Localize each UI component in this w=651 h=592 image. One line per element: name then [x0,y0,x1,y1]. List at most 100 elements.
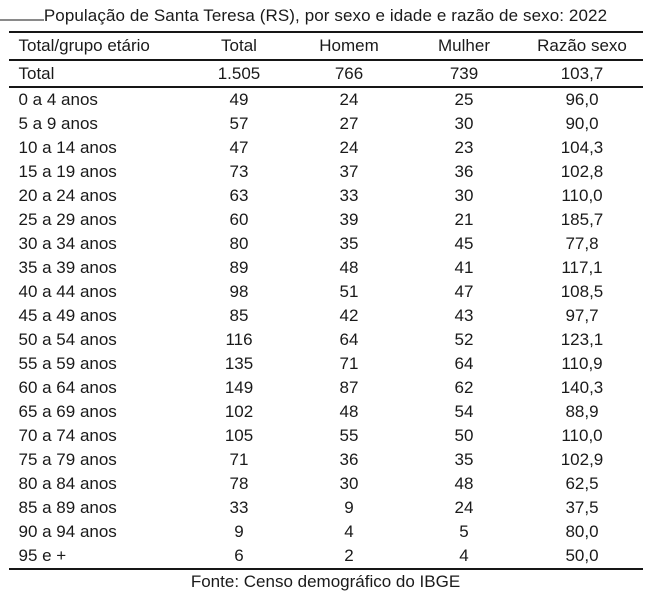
homem-cell: 37 [339,162,359,181]
total-homem: 766 [291,60,407,88]
age-group-cell: 90 a 94 anos [18,522,117,541]
razao-sexo-cell: 88,9 [565,402,599,421]
razao-sexo-cell: 62,5 [565,474,599,493]
table-row: 85 a 89 anos 33 9 24 37,5 [9,496,643,520]
total-cell: 6 [186,544,292,570]
source-note: Fonte: Censo demográfico do IBGE [190,572,461,591]
mulher-cell: 45 [454,234,474,253]
column-header-homem: Homem [291,31,407,61]
mulher-cell: 62 [454,378,474,397]
total-cell: 102 [224,402,254,421]
table-row: 75 a 79 anos 71 36 35 102,9 [9,448,643,472]
total-cell: 9 [234,522,244,541]
age-group-cell: 0 a 4 anos [18,90,98,109]
total-cell: 116 [225,330,253,349]
table-row: 45 a 49 anos 85 42 43 97,7 [9,304,643,328]
table-row: 30 a 34 anos 80 35 45 77,8 [9,232,643,256]
homem-cell: 24 [339,138,359,157]
homem-cell: 39 [339,210,359,229]
total-cell: 71 [229,450,249,469]
total-cell: 80 [229,234,249,253]
total-cell: 89 [229,258,249,277]
homem-cell: 2 [291,544,407,570]
crop-artifact-line [0,19,44,21]
age-group-cell: 30 a 34 anos [18,234,117,253]
mulher-cell: 30 [454,114,474,133]
total-cell: 49 [229,90,249,109]
header-row: Total/grupo etário Total Homem Mulher Ra… [8,31,643,61]
razao-sexo-cell: 102,9 [560,450,604,469]
total-cell: 78 [229,474,249,493]
mulher-cell: 4 [406,544,522,570]
total-cell: 63 [229,186,249,205]
table-row: 40 a 44 anos 98 51 47 108,5 [9,280,643,304]
razao-sexo-cell: 185,7 [560,210,604,229]
razao-sexo-cell: 77,8 [565,234,599,253]
homem-cell: 48 [339,258,359,277]
age-group-cell: 85 a 89 anos [18,498,117,517]
mulher-cell: 30 [454,186,474,205]
total-label: Total [8,60,187,88]
mulher-cell: 25 [454,90,474,109]
razao-sexo-cell: 104,3 [560,138,604,157]
table-row: 25 a 29 anos 60 39 21 185,7 [9,208,643,232]
table-row: 35 a 39 anos 89 48 41 117,1 [9,256,643,280]
homem-cell: 30 [339,474,359,493]
mulher-cell: 35 [454,450,474,469]
razao-sexo-cell: 110,9 [561,354,603,373]
mulher-cell: 52 [454,330,474,349]
age-group-cell: 75 a 79 anos [18,450,117,469]
razao-sexo-cell: 50,0 [521,544,643,570]
age-group-cell: 20 a 24 anos [18,186,117,205]
total-value: 1.505 [186,60,292,88]
age-group-cell: 15 a 19 anos [18,162,117,181]
razao-sexo-cell: 117,1 [561,258,603,277]
homem-cell: 48 [339,402,359,421]
homem-cell: 9 [344,498,354,517]
age-group-cell: 25 a 29 anos [18,210,117,229]
homem-cell: 71 [339,354,359,373]
homem-cell: 36 [339,450,359,469]
table-title: População de Santa Teresa (RS), por sexo… [43,5,608,25]
razao-sexo-cell: 37,5 [565,498,599,517]
mulher-cell: 64 [454,354,474,373]
age-group-cell: 35 a 39 anos [18,258,117,277]
total-cell: 135 [224,354,254,373]
razao-sexo-cell: 97,7 [565,306,599,325]
razao-sexo-cell: 140,3 [560,378,604,397]
homem-cell: 42 [339,306,359,325]
table-row: 65 a 69 anos 102 48 54 88,9 [9,400,643,424]
age-group-cell: 60 a 64 anos [18,378,117,397]
mulher-cell: 48 [454,474,474,493]
total-cell: 98 [229,282,249,301]
total-mulher: 739 [406,60,522,88]
table-row: 20 a 24 anos 63 33 30 110,0 [9,184,643,208]
age-group-cell: 95 e + [8,544,187,570]
total-cell: 105 [224,426,254,445]
total-cell: 85 [229,306,249,325]
age-group-cell: 55 a 59 anos [18,354,117,373]
mulher-cell: 36 [454,162,474,181]
age-group-cell: 80 a 84 anos [18,474,117,493]
total-razao-sexo: 103,7 [521,60,643,88]
age-group-cell: 65 a 69 anos [18,402,117,421]
homem-cell: 27 [339,114,359,133]
column-header-razao-sexo: Razão sexo [521,31,643,61]
homem-cell: 33 [339,186,359,205]
mulher-cell: 24 [454,498,474,517]
homem-cell: 87 [339,378,359,397]
razao-sexo-cell: 102,8 [560,162,604,181]
table-row: 5 a 9 anos 57 27 30 90,0 [9,112,643,136]
razao-sexo-cell: 123,1 [560,330,604,349]
razao-sexo-cell: 80,0 [565,522,599,541]
mulher-cell: 50 [454,426,474,445]
homem-cell: 64 [339,330,359,349]
table-body: Total 1.505 766 739 103,7 0 a 4 anos 49 24… [8,60,643,570]
mulher-cell: 54 [454,402,474,421]
age-group-cell: 5 a 9 anos [18,114,98,133]
homem-cell: 24 [339,90,359,109]
table-row: 55 a 59 anos 135 71 64 110,9 [9,352,643,376]
table-row: 95 e +6 2 4 50,0 [8,544,643,570]
homem-cell: 4 [344,522,354,541]
